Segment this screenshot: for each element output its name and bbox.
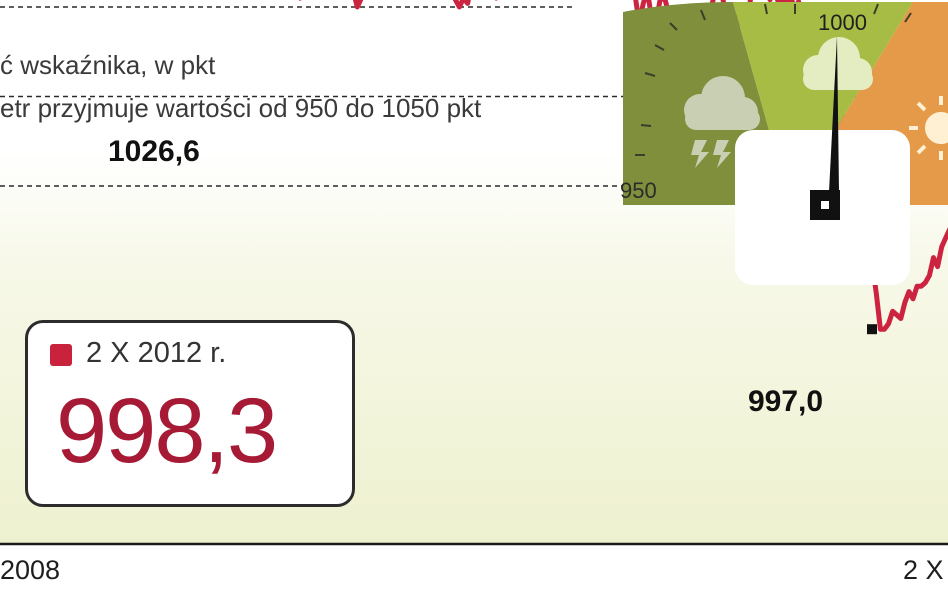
gauge-label-mid: 1000 <box>818 10 867 35</box>
x-tick-label-start: 2008 <box>0 555 61 585</box>
max-value-annotation: 1026,6 <box>108 135 200 168</box>
current-value-date: 2 X 2012 r. <box>86 337 227 369</box>
gauge-needle <box>829 36 839 192</box>
x-tick-label-end: 2 X <box>903 555 944 585</box>
min-value-annotation: 997,0 <box>748 385 824 418</box>
chart-subtitle-line2: etr przyjmuje wartości od 950 do 1050 pk… <box>0 93 482 123</box>
sun-icon <box>909 96 948 160</box>
cloud-icon <box>803 37 873 90</box>
value-marker-square <box>50 344 72 366</box>
chart-gridlines <box>0 6 948 187</box>
chart-subtitle-line1: ć wskaźnika, w pkt <box>0 50 216 80</box>
barometer-gauge <box>623 2 948 285</box>
current-value-box: 2 X 2012 r. 998,3 <box>25 320 355 507</box>
storm-cloud-icon <box>684 76 760 168</box>
gauge-scale-ticks <box>635 3 912 156</box>
gauge-label-min: 950 <box>620 178 657 203</box>
current-value: 998,3 <box>56 380 278 482</box>
annotation-marker <box>867 324 877 335</box>
